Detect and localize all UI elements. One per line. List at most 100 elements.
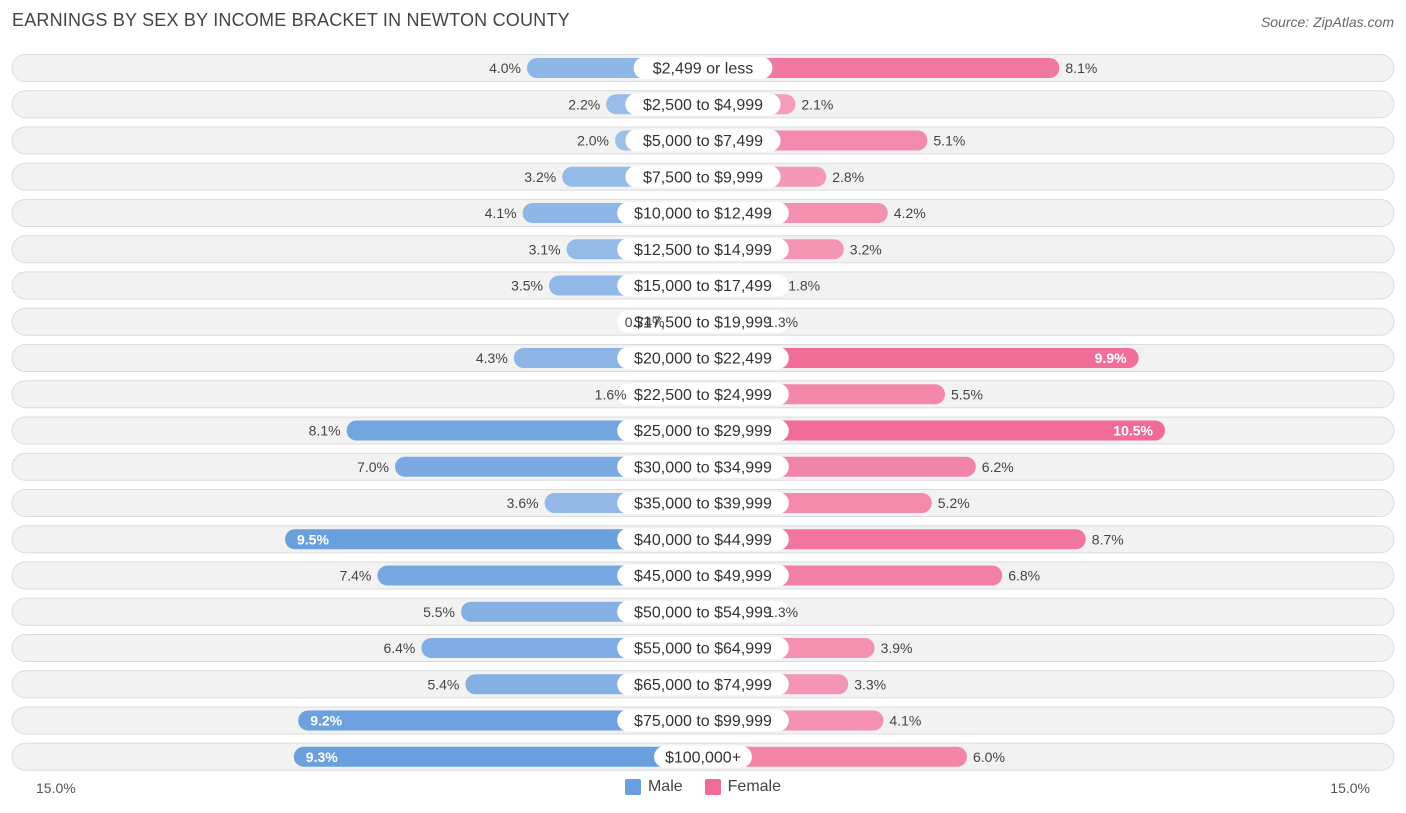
bar-row[interactable]: $45,000 to $49,999 7.4% 6.8%	[11, 561, 1395, 590]
value-label-female: 2.8%	[832, 169, 864, 185]
category-label: $17,500 to $19,999	[634, 314, 772, 331]
category-label: $100,000+	[665, 749, 741, 766]
category-pill	[617, 637, 789, 659]
category-label: $65,000 to $74,999	[634, 677, 772, 694]
category-pill	[617, 274, 789, 297]
value-label-male: 8.1%	[309, 423, 341, 439]
category-pill	[617, 709, 789, 732]
legend-item-male[interactable]: Male	[624, 778, 683, 796]
category-pill	[617, 564, 789, 587]
category-label: $75,000 to $99,999	[634, 713, 772, 730]
value-label-female: 1.3%	[766, 604, 798, 620]
bar-row[interactable]: $15,000 to $17,499 3.5% 1.8%	[11, 271, 1395, 300]
bar-row[interactable]: $22,500 to $24,999 1.6% 5.5%	[11, 380, 1395, 409]
value-label-male: 6.4%	[383, 640, 415, 656]
legend-item-female[interactable]: Female	[704, 778, 782, 796]
legend-label-male: Male	[647, 778, 683, 795]
category-pill	[654, 745, 752, 768]
bar-female	[703, 420, 1165, 441]
category-pill	[617, 528, 789, 551]
category-label: $5,000 to $7,499	[643, 133, 763, 150]
value-label-male: 4.1%	[485, 205, 517, 221]
bar-row[interactable]: $40,000 to $44,999 9.5% 8.7%	[11, 525, 1395, 554]
value-label-female: 10.5%	[1113, 423, 1153, 439]
value-label-female: 5.2%	[938, 495, 970, 511]
value-label-female: 6.8%	[1008, 568, 1040, 584]
category-label: $15,000 to $17,499	[634, 278, 772, 295]
category-label: $20,000 to $22,499	[634, 351, 772, 368]
bar-row[interactable]: $65,000 to $74,999 5.4% 3.3%	[11, 670, 1395, 699]
bar-row[interactable]: $2,499 or less 4.0% 8.1%	[11, 54, 1395, 82]
bar-row[interactable]: $5,000 to $7,499 2.0% 5.1%	[11, 126, 1395, 155]
category-pill	[617, 419, 789, 442]
category-pill	[617, 455, 789, 478]
bar-row[interactable]: $2,500 to $4,999 2.2% 2.1%	[11, 90, 1395, 119]
value-label-male: 3.5%	[511, 278, 543, 294]
category-pill	[617, 202, 789, 224]
bar-female	[703, 58, 1060, 78]
value-label-male: 2.0%	[577, 133, 609, 149]
bar-row[interactable]: $20,000 to $22,499 4.3% 9.9%	[11, 344, 1395, 372]
value-label-female: 1.3%	[766, 314, 798, 330]
value-label-female: 3.2%	[850, 241, 882, 257]
value-label-female: 9.9%	[1095, 350, 1127, 366]
value-label-male: 0.74%	[625, 314, 665, 330]
value-label-male: 7.4%	[339, 568, 371, 584]
value-label-male: 1.6%	[595, 386, 627, 402]
category-label: $12,500 to $14,999	[634, 242, 772, 259]
category-pill	[617, 383, 789, 406]
chart-area: $2,499 or less 4.0% 8.1% $2,500 to $4,999 2.…	[11, 54, 1395, 771]
category-label: $22,500 to $24,999	[634, 387, 772, 404]
category-label: $30,000 to $34,999	[634, 459, 772, 476]
bar-row[interactable]: $30,000 to $34,999 7.0% 6.2%	[11, 452, 1395, 481]
value-label-female: 3.9%	[881, 640, 913, 656]
value-label-male: 3.2%	[524, 169, 556, 185]
bar-row[interactable]: $75,000 to $99,999 9.2% 4.1%	[11, 706, 1395, 735]
category-pill	[625, 93, 781, 116]
bar-female	[703, 746, 967, 767]
bar-male	[293, 746, 703, 767]
bar-row[interactable]: $100,000+ 9.3% 6.0%	[11, 742, 1395, 771]
category-label: $7,500 to $9,999	[643, 169, 763, 186]
value-label-female: 5.5%	[951, 386, 983, 402]
legend-swatch-male	[624, 779, 641, 795]
category-label: $50,000 to $54,999	[634, 604, 772, 621]
category-label: $40,000 to $44,999	[634, 532, 772, 549]
category-pill	[617, 238, 789, 261]
value-label-female: 5.1%	[933, 133, 965, 149]
category-pill	[617, 347, 789, 369]
value-label-male: 3.1%	[529, 241, 561, 257]
category-label: $35,000 to $39,999	[634, 496, 772, 513]
value-label-male: 7.0%	[357, 459, 389, 475]
bar-row[interactable]: $7,500 to $9,999 3.2% 2.8%	[11, 162, 1395, 191]
axis-right-label: 15.0%	[1330, 780, 1370, 796]
category-label: $2,499 or less	[653, 61, 754, 78]
bar-female	[703, 529, 1086, 550]
value-label-male: 9.5%	[297, 531, 329, 547]
axis-left-label: 15.0%	[36, 780, 76, 796]
category-pill	[617, 673, 789, 696]
value-label-female: 6.0%	[973, 749, 1005, 765]
value-label-female: 2.1%	[801, 96, 833, 112]
category-label: $55,000 to $64,999	[634, 641, 772, 658]
legend-label-female: Female	[727, 778, 782, 795]
value-label-male: 9.2%	[310, 713, 342, 729]
bar-row[interactable]: $35,000 to $39,999 3.6% 5.2%	[11, 489, 1395, 517]
value-label-female: 8.7%	[1092, 531, 1124, 547]
value-label-male: 5.5%	[423, 604, 455, 620]
value-label-male: 9.3%	[306, 749, 338, 765]
value-label-female: 4.1%	[889, 713, 921, 729]
value-label-female: 6.2%	[982, 459, 1014, 475]
value-label-female: 3.3%	[854, 676, 886, 692]
bar-row[interactable]: $12,500 to $14,999 3.1% 3.2%	[11, 235, 1395, 264]
value-label-female: 1.8%	[788, 278, 820, 294]
bar-row[interactable]: $10,000 to $12,499 4.1% 4.2%	[11, 199, 1395, 227]
category-pill	[617, 310, 789, 333]
category-pill	[617, 492, 789, 514]
category-pill	[633, 57, 773, 79]
bar-row[interactable]: $55,000 to $64,999 6.4% 3.9%	[11, 634, 1395, 662]
bar-row[interactable]: $50,000 to $54,999 5.5% 1.3%	[11, 597, 1395, 626]
value-label-male: 3.6%	[507, 495, 539, 511]
bar-row[interactable]: $25,000 to $29,999 8.1% 10.5%	[11, 416, 1395, 445]
